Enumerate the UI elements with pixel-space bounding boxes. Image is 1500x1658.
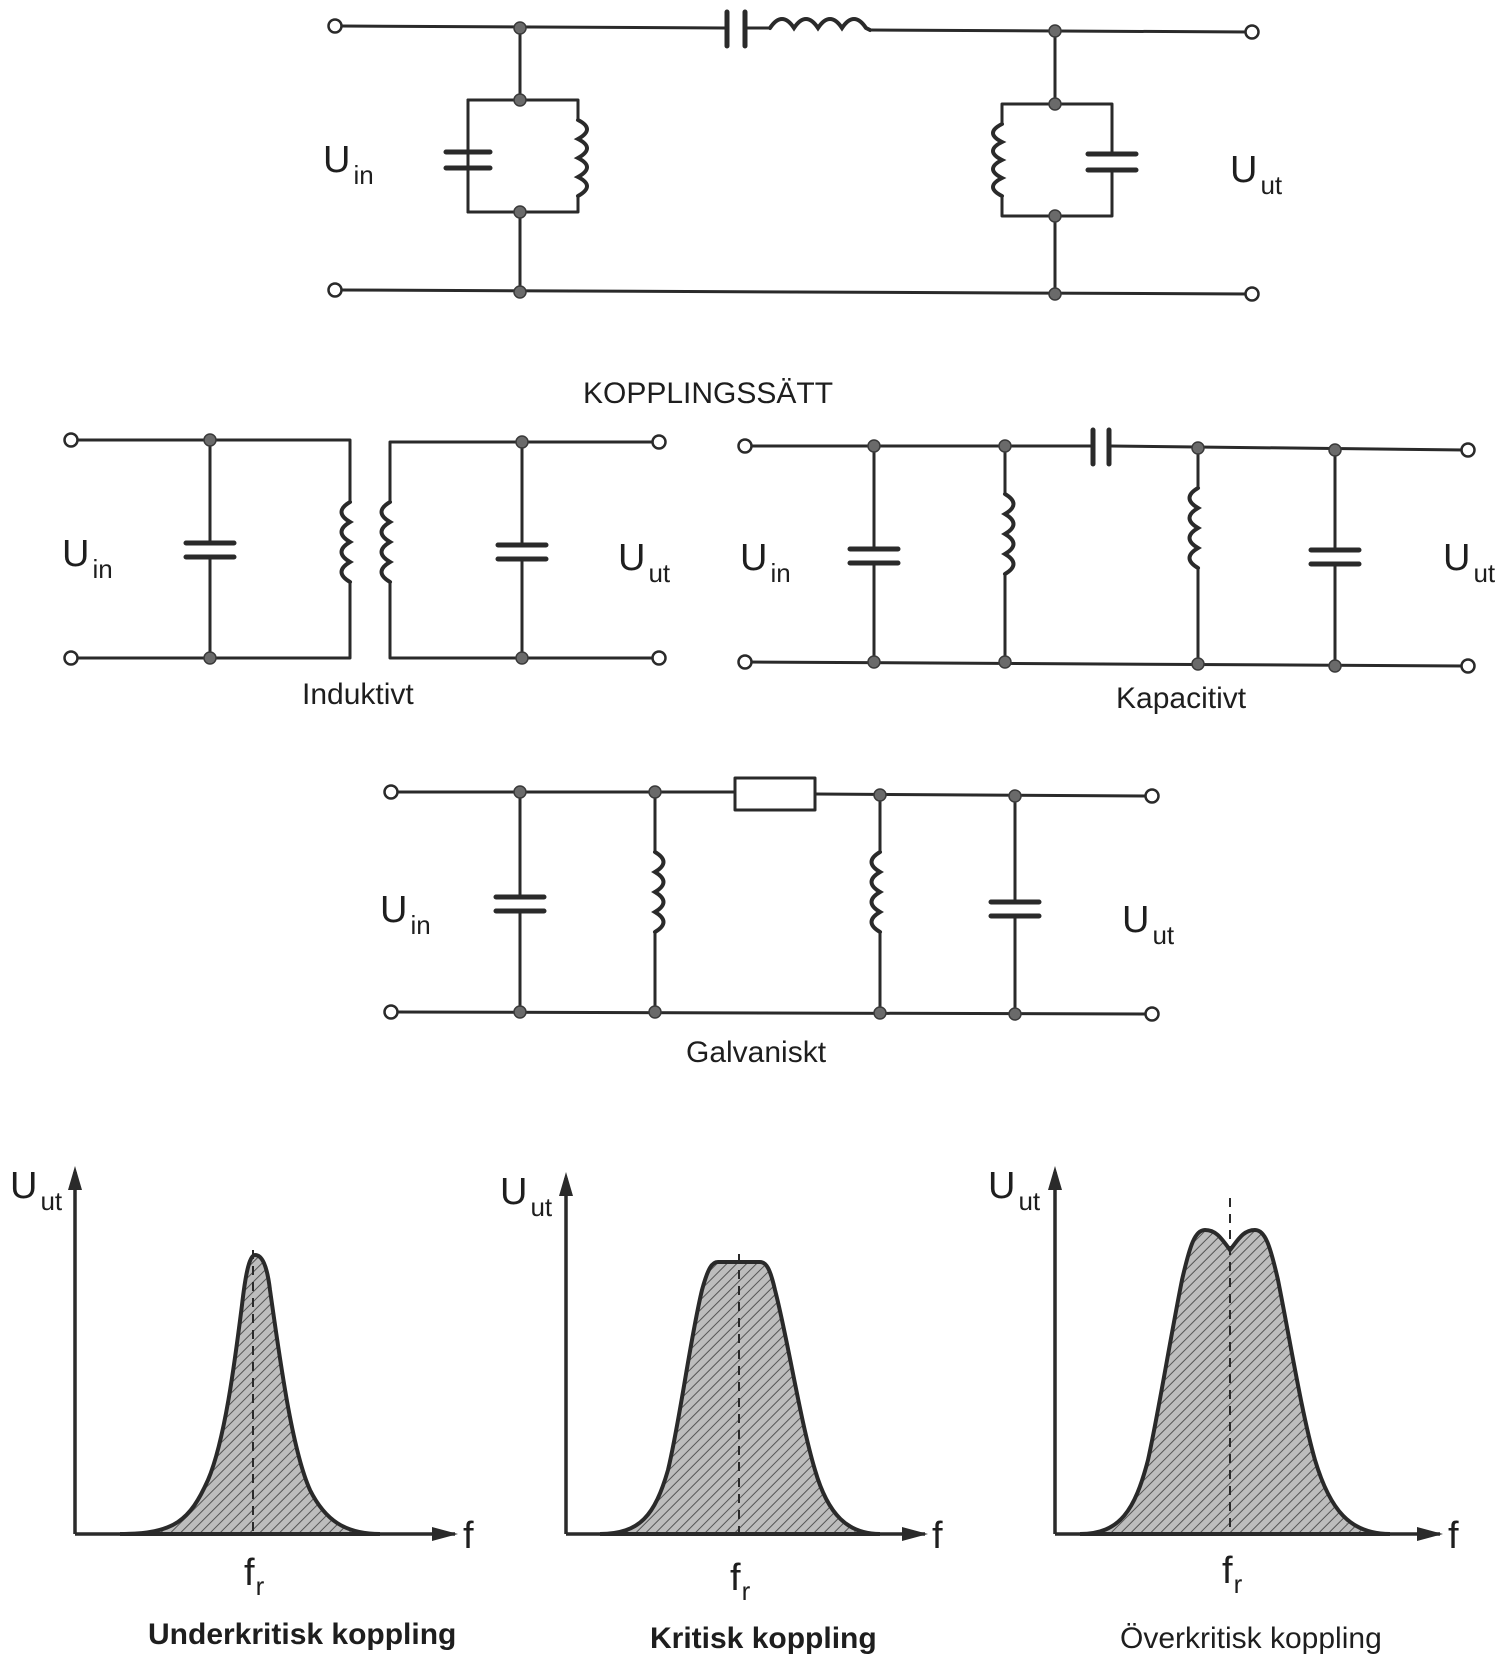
primary-coil xyxy=(339,500,354,584)
left-inductor xyxy=(1001,492,1016,576)
x-axis-label: f xyxy=(932,1515,943,1557)
secondary-coil xyxy=(379,500,394,584)
caption-kapacitivt: Kapacitivt xyxy=(1116,682,1247,715)
caption-underkritisk: Underkritisk koppling xyxy=(148,1618,456,1651)
right-inductor xyxy=(869,850,884,934)
right-tank-inductor xyxy=(991,122,1007,198)
series-inductor xyxy=(768,17,872,32)
terminal xyxy=(1244,286,1260,302)
right-capacitor xyxy=(988,899,1042,919)
x-axis-label: f xyxy=(463,1515,474,1557)
section-title: KOPPLINGSSÄTT xyxy=(583,377,833,410)
right-inductor xyxy=(1187,486,1202,570)
fr-label: fr xyxy=(1222,1550,1243,1599)
coupling-resistor xyxy=(733,776,817,812)
caption-kritisk: Kritisk koppling xyxy=(650,1622,877,1655)
right-capacitor xyxy=(495,542,549,562)
left-tank-inductor xyxy=(573,118,589,198)
left-capacitor xyxy=(183,540,237,560)
right-capacitor xyxy=(1308,547,1362,567)
right-tank-capacitor xyxy=(1085,151,1139,173)
terminal xyxy=(327,18,343,34)
left-inductor xyxy=(651,850,666,934)
caption-induktivt: Induktivt xyxy=(302,678,414,711)
series-capacitor xyxy=(724,9,748,49)
left-capacitor xyxy=(493,894,547,914)
terminal xyxy=(327,282,343,298)
left-capacitor xyxy=(847,546,901,566)
response-curve xyxy=(119,1252,381,1536)
fr-label: fr xyxy=(730,1557,751,1606)
caption-overkritisk: Överkritisk koppling xyxy=(1120,1622,1382,1655)
terminal xyxy=(1244,24,1260,40)
x-axis-label: f xyxy=(1448,1515,1459,1557)
response-curve xyxy=(1079,1227,1391,1536)
caption-galvaniskt: Galvaniskt xyxy=(686,1036,827,1069)
left-tank-capacitor xyxy=(443,149,493,171)
fr-label: fr xyxy=(244,1552,265,1601)
coupling-capacitor xyxy=(1090,427,1112,467)
